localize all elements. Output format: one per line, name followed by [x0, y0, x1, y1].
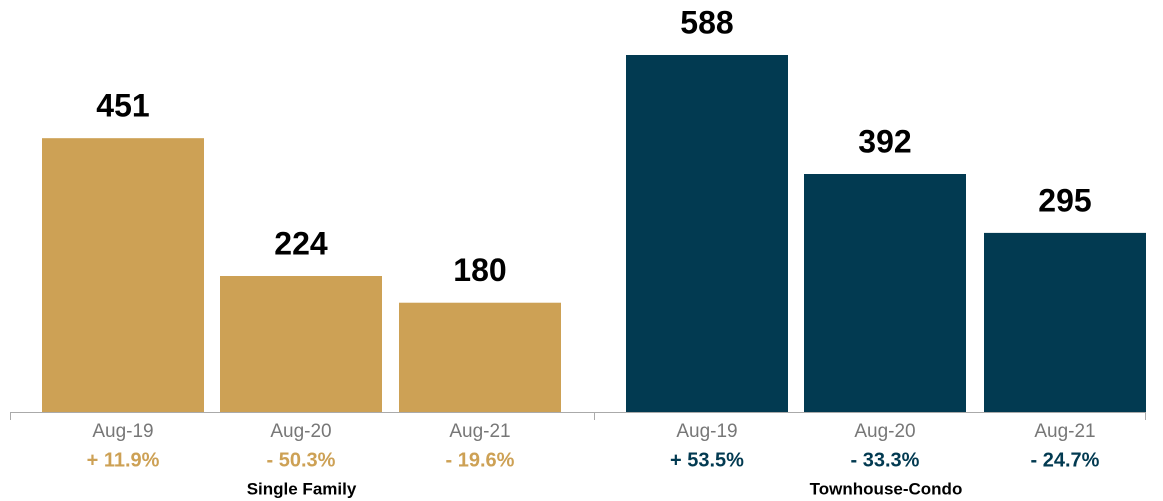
x-tick-label: Aug-20: [854, 421, 915, 442]
value-label: 392: [858, 123, 911, 159]
value-label: 588: [680, 4, 733, 40]
group-title: Townhouse-Condo: [810, 479, 963, 498]
change-label: - 24.7%: [1031, 449, 1100, 471]
x-tick-label: Aug-19: [92, 421, 153, 442]
bar: [626, 55, 788, 412]
x-tick-label: Aug-20: [270, 421, 331, 442]
bar: [804, 174, 966, 412]
change-label: - 19.6%: [446, 449, 515, 471]
x-tick-label: Aug-21: [1034, 421, 1095, 442]
x-tick-label: Aug-21: [449, 421, 510, 442]
bar: [399, 302, 561, 412]
group-title: Single Family: [247, 479, 357, 498]
change-label: + 53.5%: [670, 449, 744, 471]
bar: [42, 138, 204, 412]
value-label: 295: [1038, 182, 1091, 218]
value-label: 224: [274, 225, 328, 261]
change-label: - 33.3%: [851, 449, 920, 471]
change-label: - 50.3%: [267, 449, 336, 471]
x-tick-label: Aug-19: [676, 421, 737, 442]
change-label: + 11.9%: [87, 449, 160, 471]
value-label: 451: [96, 88, 149, 124]
value-label: 180: [453, 252, 506, 288]
bar: [984, 232, 1146, 412]
bar: [220, 276, 382, 412]
